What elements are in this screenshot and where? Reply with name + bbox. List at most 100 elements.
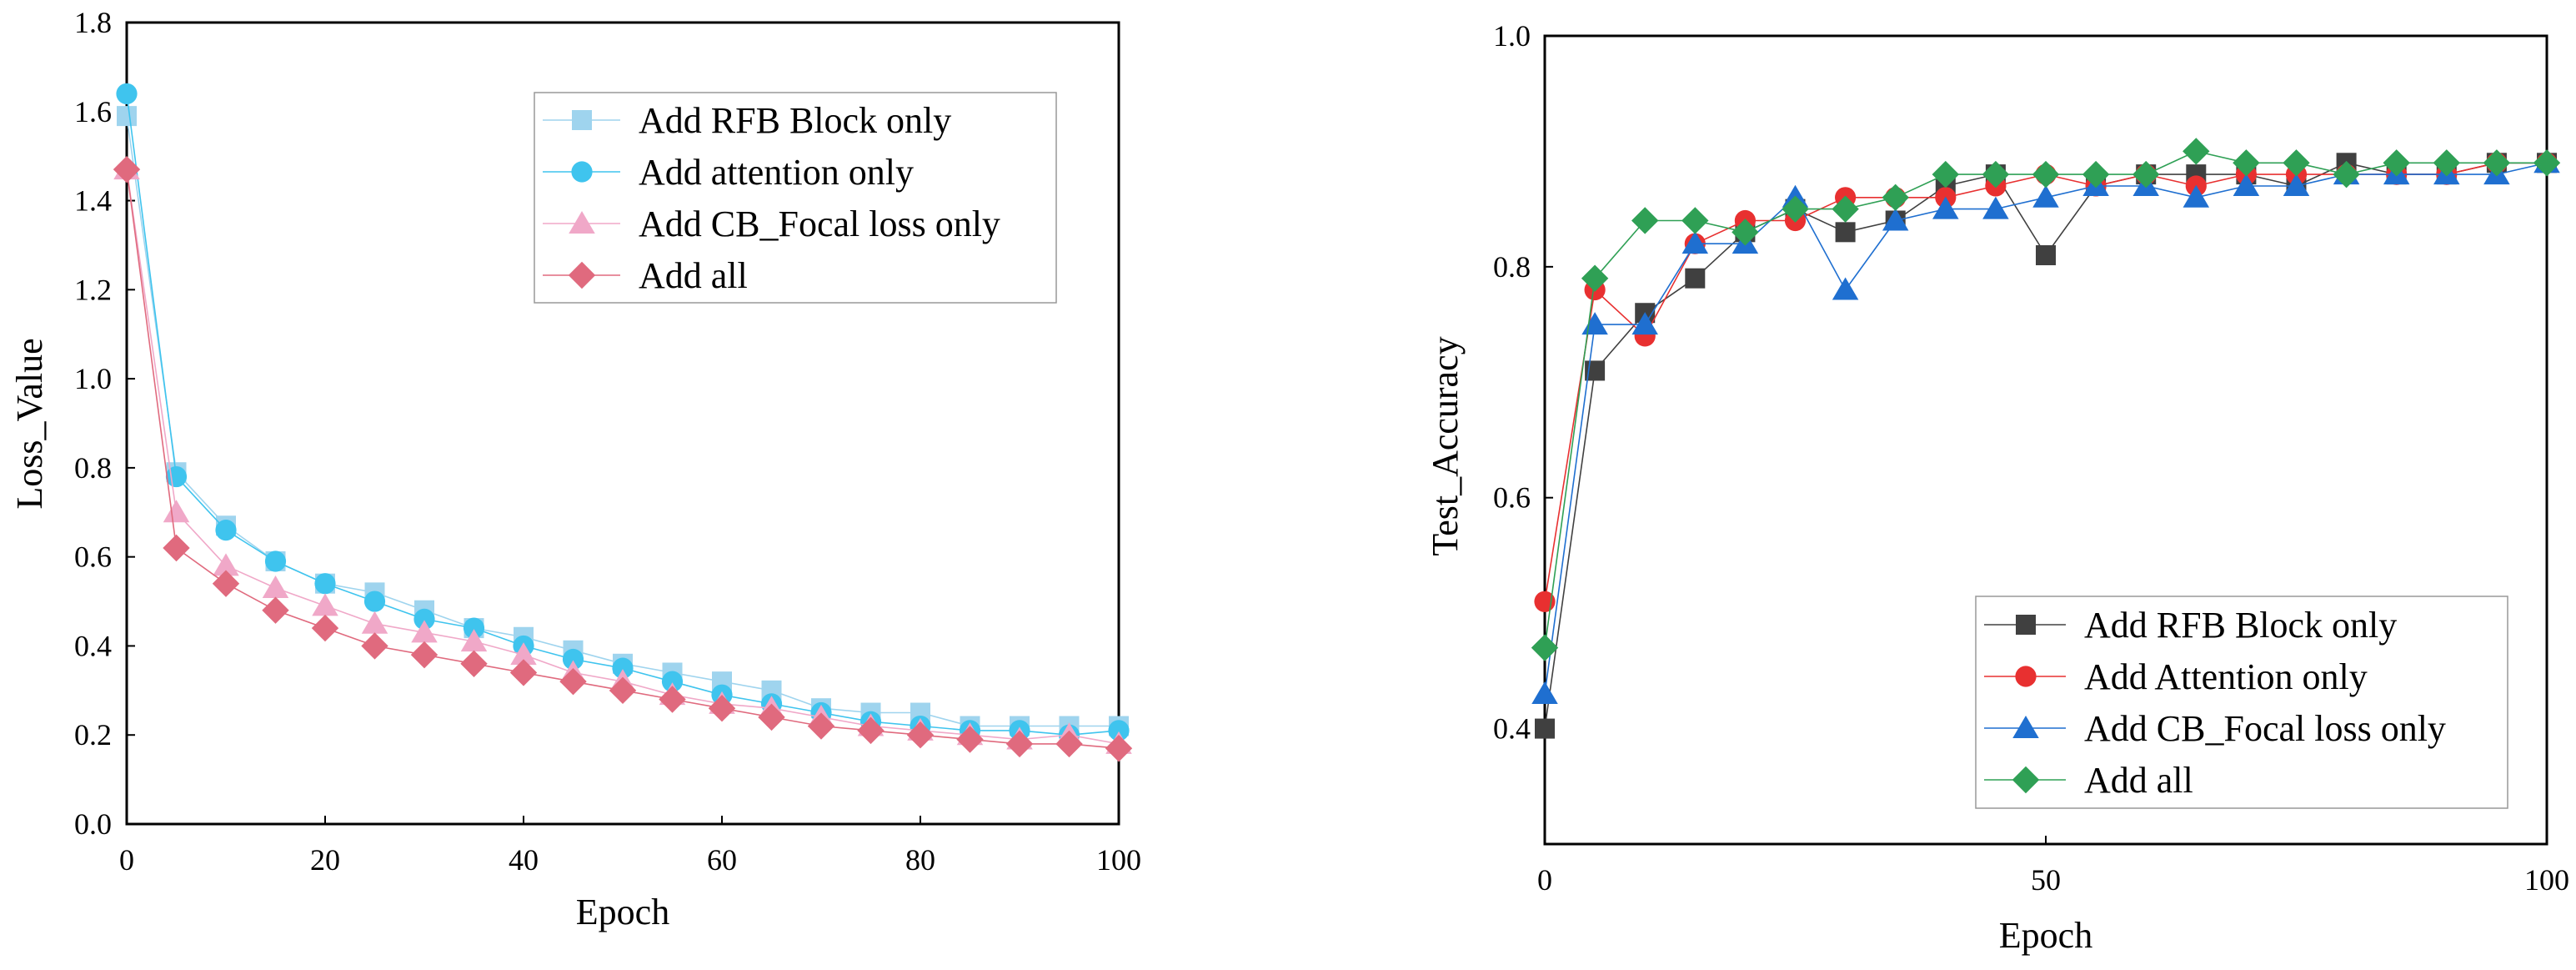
data-point <box>212 570 240 597</box>
legend-marker <box>2012 766 2040 794</box>
x-tick-label: 60 <box>707 843 737 877</box>
data-point <box>1685 268 1706 289</box>
legend-label: Add attention only <box>639 152 914 193</box>
data-point <box>2183 184 2210 208</box>
data-point <box>1681 207 1709 234</box>
x-tick-label: 100 <box>2524 863 2569 897</box>
data-point <box>1581 312 1608 335</box>
data-point <box>2433 149 2460 177</box>
legend-label: Add all <box>639 255 748 296</box>
data-point <box>2032 160 2060 188</box>
data-point <box>1005 730 1034 758</box>
data-point <box>758 703 785 731</box>
data-point <box>562 648 584 671</box>
data-point <box>708 694 736 722</box>
data-point <box>1105 735 1133 762</box>
data-point <box>312 593 338 616</box>
y-axis-label: Test_Accuracy <box>1425 336 1466 555</box>
data-point <box>1055 730 1083 758</box>
data-point <box>1108 720 1130 741</box>
x-tick-label: 100 <box>1096 843 1141 877</box>
data-point <box>163 500 190 523</box>
x-axis-label: Epoch <box>576 892 669 932</box>
data-point <box>1782 195 1809 223</box>
data-point <box>361 611 388 634</box>
data-point <box>2183 138 2210 165</box>
data-point <box>264 550 287 572</box>
data-point <box>1631 312 1658 335</box>
y-tick-label: 1.8 <box>74 6 112 39</box>
data-point <box>2333 160 2360 188</box>
data-point <box>1531 681 1558 705</box>
data-point <box>311 614 339 642</box>
y-tick-label: 1.2 <box>74 273 112 306</box>
data-point <box>906 721 935 749</box>
data-point <box>1732 219 1759 246</box>
legend-marker <box>571 161 593 183</box>
data-point <box>1932 196 1959 219</box>
data-point <box>559 667 587 696</box>
series-4 <box>1531 138 2561 661</box>
data-point <box>661 671 684 692</box>
y-tick-label: 0.2 <box>74 718 112 751</box>
y-tick-label: 1.4 <box>74 184 112 218</box>
data-point <box>509 659 538 686</box>
data-point <box>117 106 137 127</box>
legend-marker <box>2015 666 2037 687</box>
y-tick-label: 0.4 <box>1493 712 1531 746</box>
legend-marker <box>2016 615 2036 635</box>
data-point <box>163 534 190 562</box>
data-point <box>213 553 239 576</box>
legend-marker <box>2012 716 2039 738</box>
legend-label: Add CB_Focal loss only <box>639 204 1000 244</box>
y-tick-label: 0.8 <box>1493 250 1531 284</box>
y-tick-label: 1.0 <box>1493 19 1531 53</box>
data-point <box>2036 245 2056 266</box>
legend-marker <box>572 110 592 130</box>
data-point <box>2082 160 2110 188</box>
legend-marker <box>568 261 596 289</box>
data-point <box>215 520 237 541</box>
data-point <box>612 657 634 679</box>
data-point <box>1832 277 1859 300</box>
data-point <box>1631 207 1659 234</box>
data-point <box>363 591 386 612</box>
x-axis-label: Epoch <box>1999 915 2092 956</box>
loss-chart: 0 20 40 60 80 100 0.0 0.2 0.4 0.6 0.8 1.0 1.2 1.4 1.6 1… <box>9 6 1141 932</box>
x-tick-label: 0 <box>119 843 134 877</box>
x-tick-label: 0 <box>1537 863 1552 897</box>
legend: Add RFB Block only Add attention only Add … <box>534 92 1057 304</box>
y-tick-label: 0.6 <box>1493 481 1531 515</box>
legend-label: Add CB_Focal loss only <box>2084 708 2446 749</box>
y-tick-label: 1.0 <box>74 362 112 395</box>
legend: Add RFB Block only Add Attention only Add … <box>1975 596 2508 809</box>
data-point <box>411 620 438 643</box>
y-tick-label: 0.6 <box>74 540 112 574</box>
data-point <box>956 726 984 753</box>
data-point <box>2283 149 2310 177</box>
data-point <box>361 632 388 660</box>
y-tick-label: 0.8 <box>74 451 112 485</box>
data-point <box>609 676 637 705</box>
legend-box <box>1975 596 2508 809</box>
legend-label: Add Attention only <box>2084 656 2368 697</box>
data-point <box>2233 173 2260 196</box>
series-2 <box>116 83 1130 746</box>
data-point <box>413 608 435 631</box>
data-point <box>2132 160 2160 188</box>
data-point <box>1531 634 1559 661</box>
data-point <box>857 716 885 745</box>
data-point <box>2533 149 2561 177</box>
data-point <box>1581 264 1609 292</box>
data-point <box>262 596 289 624</box>
legend-label: Add RFB Block only <box>2084 605 2397 646</box>
data-point <box>460 629 488 652</box>
x-tick-label: 50 <box>2031 863 2061 897</box>
legend-label: Add all <box>2084 760 2193 801</box>
plot-frame <box>125 21 1120 826</box>
y-tick-label: 1.6 <box>74 95 112 128</box>
y-tick-label: 0.0 <box>74 807 112 841</box>
data-point <box>116 83 138 105</box>
x-tick-label: 40 <box>509 843 539 877</box>
